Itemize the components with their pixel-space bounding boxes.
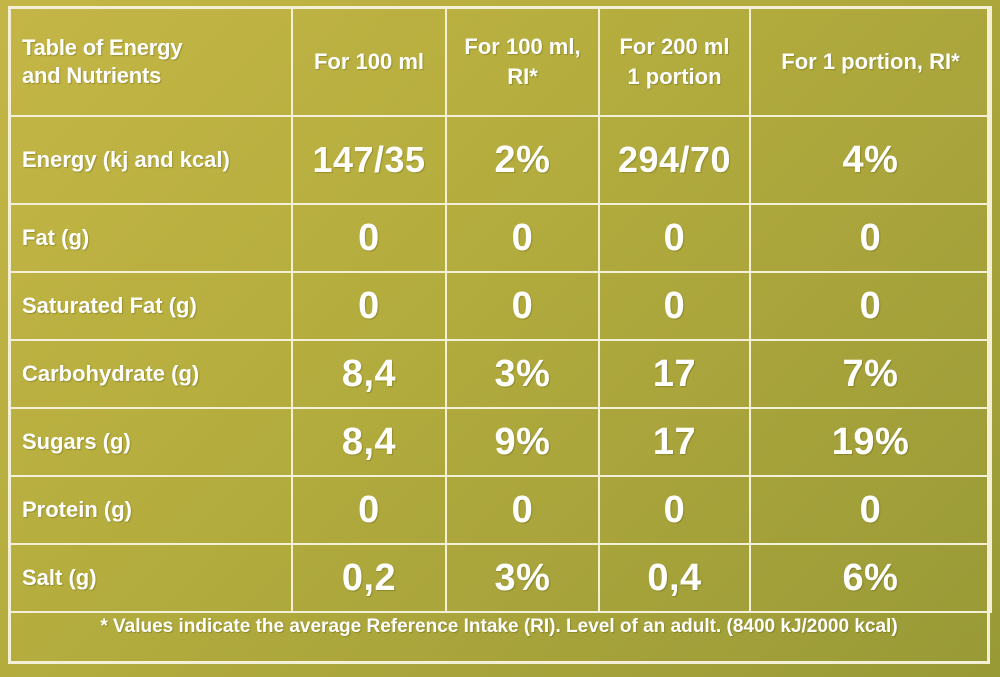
value-per100ml: 8,4 [291, 339, 447, 409]
value-ri-portion: 19% [749, 407, 992, 477]
column-header-per100ml: For 100 ml [291, 6, 447, 117]
value-per200ml: 294/70 [598, 115, 751, 205]
table-row-fat: Fat (g) 0 0 0 0 [8, 203, 992, 273]
value-ri-portion: 7% [749, 339, 992, 409]
value-per100ml: 0 [291, 203, 447, 273]
value-ri-portion: 0 [749, 271, 992, 341]
column-header-ri-portion: For 1 portion, RI* [749, 6, 992, 117]
column-header-ri-portion-label: For 1 portion, RI* [781, 48, 960, 74]
table-row-saturated-fat: Saturated Fat (g) 0 0 0 0 [8, 271, 992, 341]
table-row-energy: Energy (kj and kcal) 147/35 2% 294/70 4% [8, 115, 992, 205]
value-ri-portion: 0 [749, 475, 992, 545]
value-per100ml: 0 [291, 475, 447, 545]
table-row-protein: Protein (g) 0 0 0 0 [8, 475, 992, 545]
value-per200ml: 0 [598, 271, 751, 341]
value-per200ml: 0 [598, 475, 751, 545]
row-label: Salt (g) [8, 543, 293, 613]
table-header-row: Table of Energy and Nutrients For 100 ml… [8, 6, 992, 117]
nutrition-table: Table of Energy and Nutrients For 100 ml… [8, 6, 992, 613]
value-per200ml: 0,4 [598, 543, 751, 613]
value-ri100ml: 0 [445, 271, 600, 341]
value-ri100ml: 0 [445, 203, 600, 273]
value-per100ml: 0,2 [291, 543, 447, 613]
column-header-per200ml-line2: 1 portion [627, 63, 722, 89]
value-per100ml: 0 [291, 271, 447, 341]
table-row-carbohydrate: Carbohydrate (g) 8,4 3% 17 7% [8, 339, 992, 409]
table-title-cell: Table of Energy and Nutrients [8, 6, 293, 117]
row-label: Fat (g) [8, 203, 293, 273]
table-title-line2: and Nutrients [22, 62, 162, 88]
column-header-ri100ml: For 100 ml, RI* [445, 6, 600, 117]
value-per100ml: 8,4 [291, 407, 447, 477]
value-per200ml: 17 [598, 407, 751, 477]
column-header-ri100ml-line1: For 100 ml, [464, 33, 581, 59]
column-header-per100ml-label: For 100 ml [313, 48, 425, 74]
value-ri100ml: 9% [445, 407, 600, 477]
row-label: Protein (g) [8, 475, 293, 545]
row-label: Saturated Fat (g) [8, 271, 293, 341]
reference-intake-footnote: * Values indicate the average Reference … [100, 616, 898, 637]
value-per200ml: 17 [598, 339, 751, 409]
value-ri-portion: 6% [749, 543, 992, 613]
value-ri100ml: 3% [445, 339, 600, 409]
table-title-line1: Table of Energy [22, 34, 183, 60]
value-ri100ml: 0 [445, 475, 600, 545]
column-header-per200ml: For 200 ml 1 portion [598, 6, 751, 117]
value-ri100ml: 2% [445, 115, 600, 205]
value-per100ml: 147/35 [291, 115, 447, 205]
row-label: Energy (kj and kcal) [8, 115, 293, 205]
row-label: Sugars (g) [8, 407, 293, 477]
table-row-sugars: Sugars (g) 8,4 9% 17 19% [8, 407, 992, 477]
table-row-salt: Salt (g) 0,2 3% 0,4 6% [8, 543, 992, 613]
value-ri-portion: 4% [749, 115, 992, 205]
value-ri100ml: 3% [445, 543, 600, 613]
column-header-ri100ml-line2: RI* [507, 63, 538, 89]
value-per200ml: 0 [598, 203, 751, 273]
row-label: Carbohydrate (g) [8, 339, 293, 409]
value-ri-portion: 0 [749, 203, 992, 273]
column-header-per200ml-line1: For 200 ml [619, 33, 730, 59]
